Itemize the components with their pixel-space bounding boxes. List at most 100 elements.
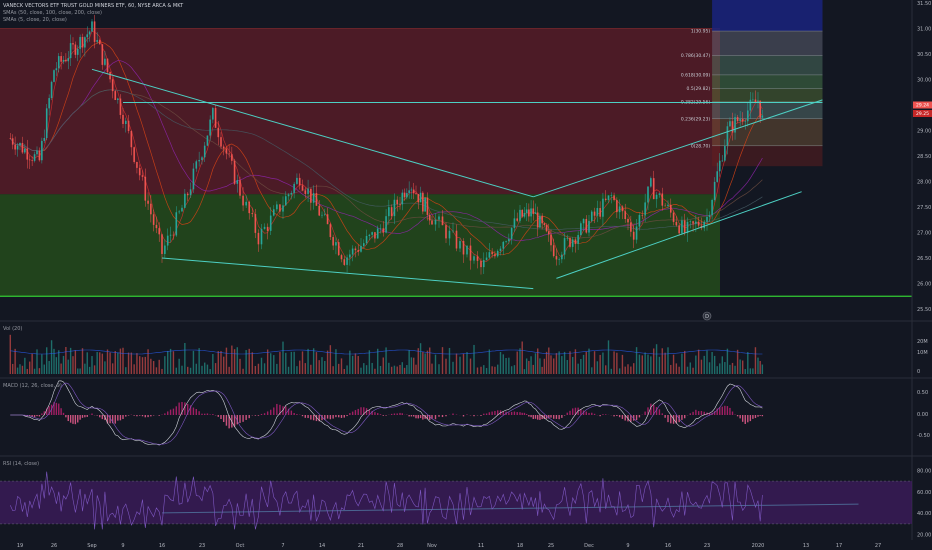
- volume-bar: [181, 365, 183, 374]
- macd-histogram-bar: [658, 409, 661, 415]
- candle-body: [523, 213, 526, 217]
- volume-bar: [488, 349, 491, 374]
- candle-body: [101, 44, 104, 65]
- volume-bar: [422, 352, 424, 374]
- macd-histogram-bar: [684, 415, 686, 419]
- volume-bar: [466, 352, 468, 374]
- volume-bar: [684, 350, 686, 374]
- rsi-pane-label[interactable]: RSI (14, close): [3, 461, 40, 467]
- sma-20-line: [10, 41, 763, 256]
- macd-histogram-bar: [195, 408, 197, 415]
- volume-bar: [53, 348, 55, 374]
- volume-bar: [724, 362, 726, 374]
- volume-bar: [455, 353, 458, 374]
- candle-body: [266, 226, 269, 231]
- candle-body: [374, 232, 376, 239]
- volume-bar: [184, 343, 186, 374]
- candle-body: [16, 145, 19, 150]
- macd-histogram-bar: [329, 415, 332, 420]
- macd-histogram-bar: [67, 415, 69, 422]
- macd-histogram-bar: [236, 415, 238, 425]
- candle-body: [545, 225, 548, 232]
- macd-histogram-bar: [158, 415, 160, 416]
- macd-pane-label[interactable]: MACD (12, 26, close, 9): [3, 383, 62, 389]
- macd-histogram-bar: [650, 403, 652, 415]
- volume-bar: [596, 361, 599, 374]
- candle-body: [26, 148, 29, 160]
- candle-body: [287, 194, 290, 197]
- volume-bar: [178, 358, 180, 374]
- volume-bar: [65, 346, 67, 374]
- candle-body: [354, 248, 357, 251]
- candle-body: [724, 145, 726, 161]
- volume-bar: [236, 347, 238, 374]
- macd-histogram-bar: [270, 409, 272, 415]
- volume-bar: [136, 353, 138, 374]
- candle-body: [593, 211, 596, 216]
- macd-histogram-bar: [644, 411, 646, 415]
- volume-axis-tick: 10M: [917, 350, 928, 356]
- candle-body: [689, 221, 692, 222]
- volume-bar: [396, 366, 398, 374]
- volume-bar: [441, 347, 444, 374]
- volume-bar: [377, 348, 379, 374]
- candle-body: [81, 37, 84, 48]
- macd-histogram-bar: [558, 415, 560, 420]
- volume-pane-label[interactable]: Vol (20): [3, 326, 23, 332]
- sma-long-label[interactable]: SMAs (50, close, 100, close, 200, close): [3, 10, 102, 16]
- candle-body: [69, 43, 72, 59]
- volume-bar: [38, 368, 41, 374]
- macd-histogram-bar: [239, 415, 241, 423]
- volume-bar: [605, 365, 607, 374]
- volume-bar: [406, 365, 408, 374]
- macd-histogram-bar: [279, 404, 281, 415]
- volume-bar: [125, 367, 127, 374]
- candle-body: [582, 218, 585, 224]
- macd-histogram-bar: [377, 413, 379, 415]
- volume-bar: [152, 361, 155, 374]
- volume-bar: [273, 355, 275, 374]
- candle-body: [396, 199, 399, 205]
- macd-histogram-bar: [452, 413, 454, 415]
- volume-bar: [343, 368, 345, 374]
- candle-body: [607, 195, 610, 201]
- volume-bar: [263, 363, 266, 374]
- macd-histogram-bar: [228, 415, 230, 429]
- volume-bar: [708, 362, 711, 374]
- macd-histogram-bar: [144, 415, 146, 418]
- candle-body: [337, 242, 340, 256]
- candle-body: [718, 160, 721, 172]
- candle-body: [133, 147, 135, 162]
- candle-body: [365, 236, 368, 244]
- macd-histogram-bar: [79, 415, 81, 420]
- volume-bar: [304, 363, 306, 374]
- volume-bar: [251, 352, 253, 374]
- candle-body: [98, 40, 101, 45]
- volume-bar: [417, 348, 419, 374]
- macd-histogram-bar: [561, 415, 563, 418]
- macd-histogram-bar: [150, 415, 152, 417]
- price-axis-tick: 26.00: [917, 282, 931, 288]
- macd-histogram-bar: [167, 411, 169, 415]
- volume-bar: [360, 367, 362, 374]
- price-axis-tick: 27.50: [917, 205, 931, 211]
- macd-histogram-bar: [550, 415, 552, 418]
- volume-bar: [119, 348, 122, 374]
- macd-histogram-bar: [133, 415, 135, 416]
- time-axis-tick: Oct: [236, 543, 245, 549]
- macd-histogram-bar: [621, 415, 624, 419]
- volume-bar: [19, 364, 21, 374]
- volume-bar: [613, 351, 615, 374]
- candle-body: [57, 56, 60, 69]
- volume-bar: [749, 368, 752, 374]
- volume-bar: [429, 347, 431, 374]
- candle-body: [541, 215, 543, 224]
- candle-body: [708, 215, 711, 217]
- candle-body: [759, 100, 761, 118]
- candle-body: [301, 185, 304, 191]
- candle-body: [21, 142, 24, 153]
- sma-short-label[interactable]: SMAs (5, close, 20, close): [3, 17, 67, 23]
- macd-histogram-bar: [220, 415, 222, 419]
- candle-body: [109, 71, 111, 80]
